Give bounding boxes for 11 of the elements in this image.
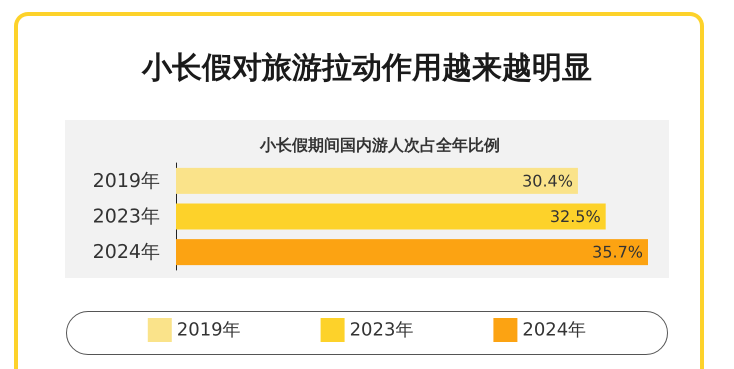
legend-label: 2023年 (350, 320, 414, 340)
data-label: 32.5% (550, 207, 601, 226)
y-tick-label: 2019年 (92, 170, 160, 192)
chart-subtitle: 小长假期间国内游人次占全年比例 (259, 136, 500, 154)
legend-label: 2024年 (522, 320, 586, 340)
data-label: 35.7% (592, 242, 643, 262)
data-label: 30.4% (522, 171, 573, 190)
y-tick-label: 2023年 (92, 206, 160, 228)
y-tick-label: 2024年 (92, 241, 160, 264)
legend-label: 2019年 (176, 320, 241, 340)
chart-title: 小长假对旅游拉动作用越来越明显 (141, 50, 592, 86)
